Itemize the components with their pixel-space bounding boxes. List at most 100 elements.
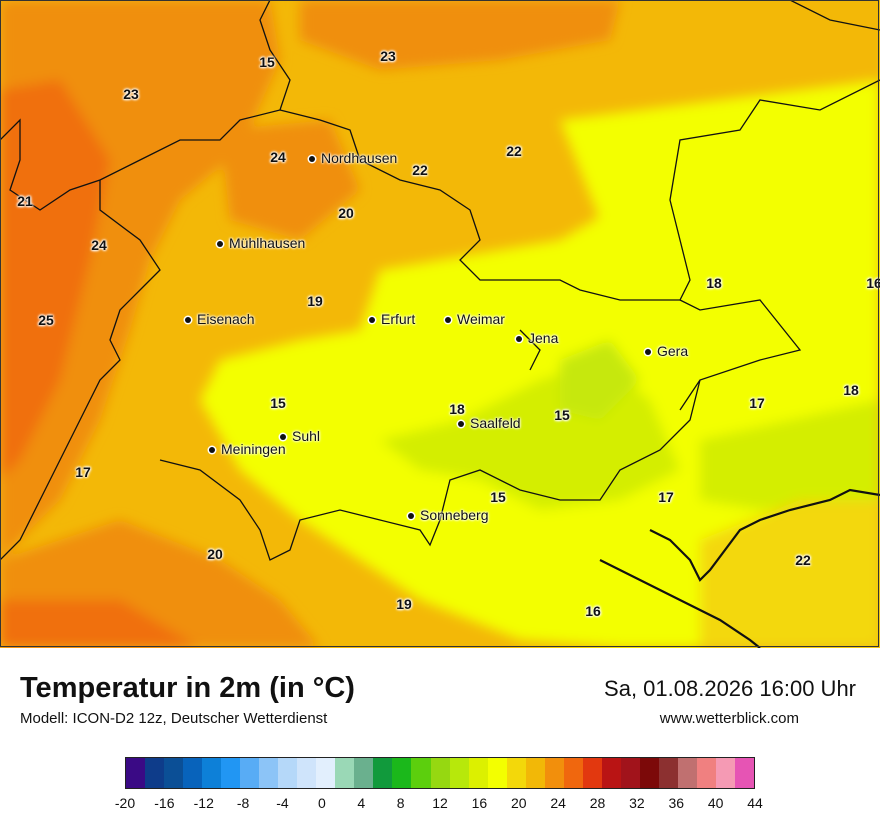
- legend-tick-label: 36: [668, 795, 685, 811]
- temperature-label: 23: [123, 86, 139, 102]
- forecast-datetime: Sa, 01.08.2026 16:00 Uhr: [604, 676, 856, 701]
- legend-swatch: [601, 758, 621, 788]
- legend-swatch: [297, 758, 317, 788]
- legend-swatch: [392, 758, 412, 788]
- legend-tick-label: 32: [629, 795, 645, 811]
- city-label: Jena: [516, 330, 558, 346]
- city-marker: [369, 317, 375, 324]
- city-label: Saalfeld: [458, 415, 521, 431]
- city-label: Weimar: [445, 311, 505, 327]
- legend-tick-label: 8: [396, 795, 405, 811]
- city-marker: [185, 317, 191, 324]
- website-link[interactable]: www.wetterblick.com: [659, 710, 799, 727]
- city-label: Eisenach: [185, 311, 255, 327]
- legend-swatch: [335, 758, 355, 788]
- city-marker: [458, 421, 464, 428]
- city-label: Meiningen: [209, 441, 286, 457]
- temperature-label: 18: [449, 401, 465, 417]
- legend-tick-label: 24: [550, 795, 566, 811]
- legend-swatch: [544, 758, 564, 788]
- legend-swatch: [183, 758, 203, 788]
- legend-swatch: [735, 758, 755, 788]
- city-label: Gera: [645, 343, 688, 359]
- legend-swatch: [563, 758, 583, 788]
- temperature-label: 21: [17, 193, 33, 209]
- city-label: Erfurt: [369, 311, 415, 327]
- legend-swatch: [620, 758, 640, 788]
- legend-tick-label: 44: [747, 795, 763, 811]
- temperature-label: 16: [866, 275, 880, 291]
- temperature-label: 20: [207, 546, 223, 562]
- temperature-label: 24: [91, 237, 107, 253]
- legend-swatch: [164, 758, 184, 788]
- city-marker: [309, 156, 315, 163]
- city-marker: [217, 241, 223, 248]
- legend-swatch: [506, 758, 526, 788]
- temperature-label: 17: [749, 395, 765, 411]
- legend-tick-label: 20: [510, 795, 527, 811]
- temperature-label: 18: [706, 275, 722, 291]
- model-info: Modell: ICON-D2 12z, Deutscher Wetterdie…: [20, 710, 328, 727]
- legend-tick-label: 4: [357, 795, 366, 811]
- legend-swatch: [145, 758, 165, 788]
- color-scale-legend: [125, 757, 755, 789]
- city-label: Mühlhausen: [217, 235, 305, 251]
- temperature-label: 17: [75, 464, 91, 480]
- legend-swatch: [221, 758, 241, 788]
- legend-tick-label: -8: [236, 795, 250, 811]
- legend-swatch: [677, 758, 697, 788]
- temperature-label: 20: [338, 205, 354, 221]
- temperature-field: [0, 0, 880, 649]
- city-marker: [408, 513, 414, 520]
- legend-swatch: [278, 758, 298, 788]
- legend-tick-label: 16: [471, 795, 488, 811]
- legend-swatch: [715, 758, 735, 788]
- legend-swatch: [468, 758, 488, 788]
- legend-swatch: [202, 758, 222, 788]
- temperature-map[interactable]: Nordhausen Mühlhausen Eisenach Erfurt We…: [0, 0, 880, 649]
- legend-swatch: [354, 758, 374, 788]
- temperature-label: 15: [259, 54, 275, 70]
- temperature-label: 25: [38, 312, 54, 328]
- legend-tick-label: 12: [432, 795, 448, 811]
- city-marker: [280, 434, 286, 441]
- legend-tick-label: -20: [114, 795, 136, 811]
- city-marker: [445, 317, 451, 324]
- temperature-label: 22: [412, 162, 428, 178]
- legend-swatch: [411, 758, 431, 788]
- temperature-label: 22: [795, 552, 811, 568]
- temperature-label: 16: [585, 603, 601, 619]
- temperature-label: 18: [843, 382, 859, 398]
- legend-swatch: [126, 758, 146, 788]
- page-title: Temperatur in 2m (in °C): [20, 672, 355, 704]
- temperature-label: 24: [270, 149, 286, 165]
- temperature-label: 23: [380, 48, 396, 64]
- legend-tick-labels: -20 -16 -12 -8 -4 0 4 8 12 16 20 24 28 32 36 40 44: [115, 795, 763, 815]
- legend-tick-label: 0: [317, 795, 326, 811]
- temperature-label: 19: [307, 293, 323, 309]
- temperature-label: 15: [270, 395, 286, 411]
- legend-tick-label: -16: [154, 795, 175, 811]
- legend-swatch: [259, 758, 279, 788]
- temperature-label: 19: [396, 596, 412, 612]
- city-label: Sonneberg: [408, 507, 489, 523]
- legend-swatch: [430, 758, 450, 788]
- city-label: Suhl: [280, 428, 320, 444]
- city-marker: [209, 447, 215, 454]
- legend-tick-label: -12: [193, 795, 214, 811]
- legend-swatch: [240, 758, 260, 788]
- city-label: Nordhausen: [309, 150, 397, 166]
- legend-swatch: [449, 758, 469, 788]
- legend-swatch: [639, 758, 659, 788]
- temperature-label: 17: [658, 489, 674, 505]
- temperature-label: 15: [554, 407, 570, 423]
- legend-tick-label: -4: [276, 795, 289, 811]
- legend-swatch: [373, 758, 393, 788]
- legend-swatch: [525, 758, 545, 788]
- legend-swatch: [316, 758, 336, 788]
- legend-swatch: [696, 758, 716, 788]
- temperature-label: 22: [506, 143, 522, 159]
- legend-swatch: [487, 758, 507, 788]
- legend-swatch: [582, 758, 602, 788]
- legend-tick-label: 40: [707, 795, 724, 811]
